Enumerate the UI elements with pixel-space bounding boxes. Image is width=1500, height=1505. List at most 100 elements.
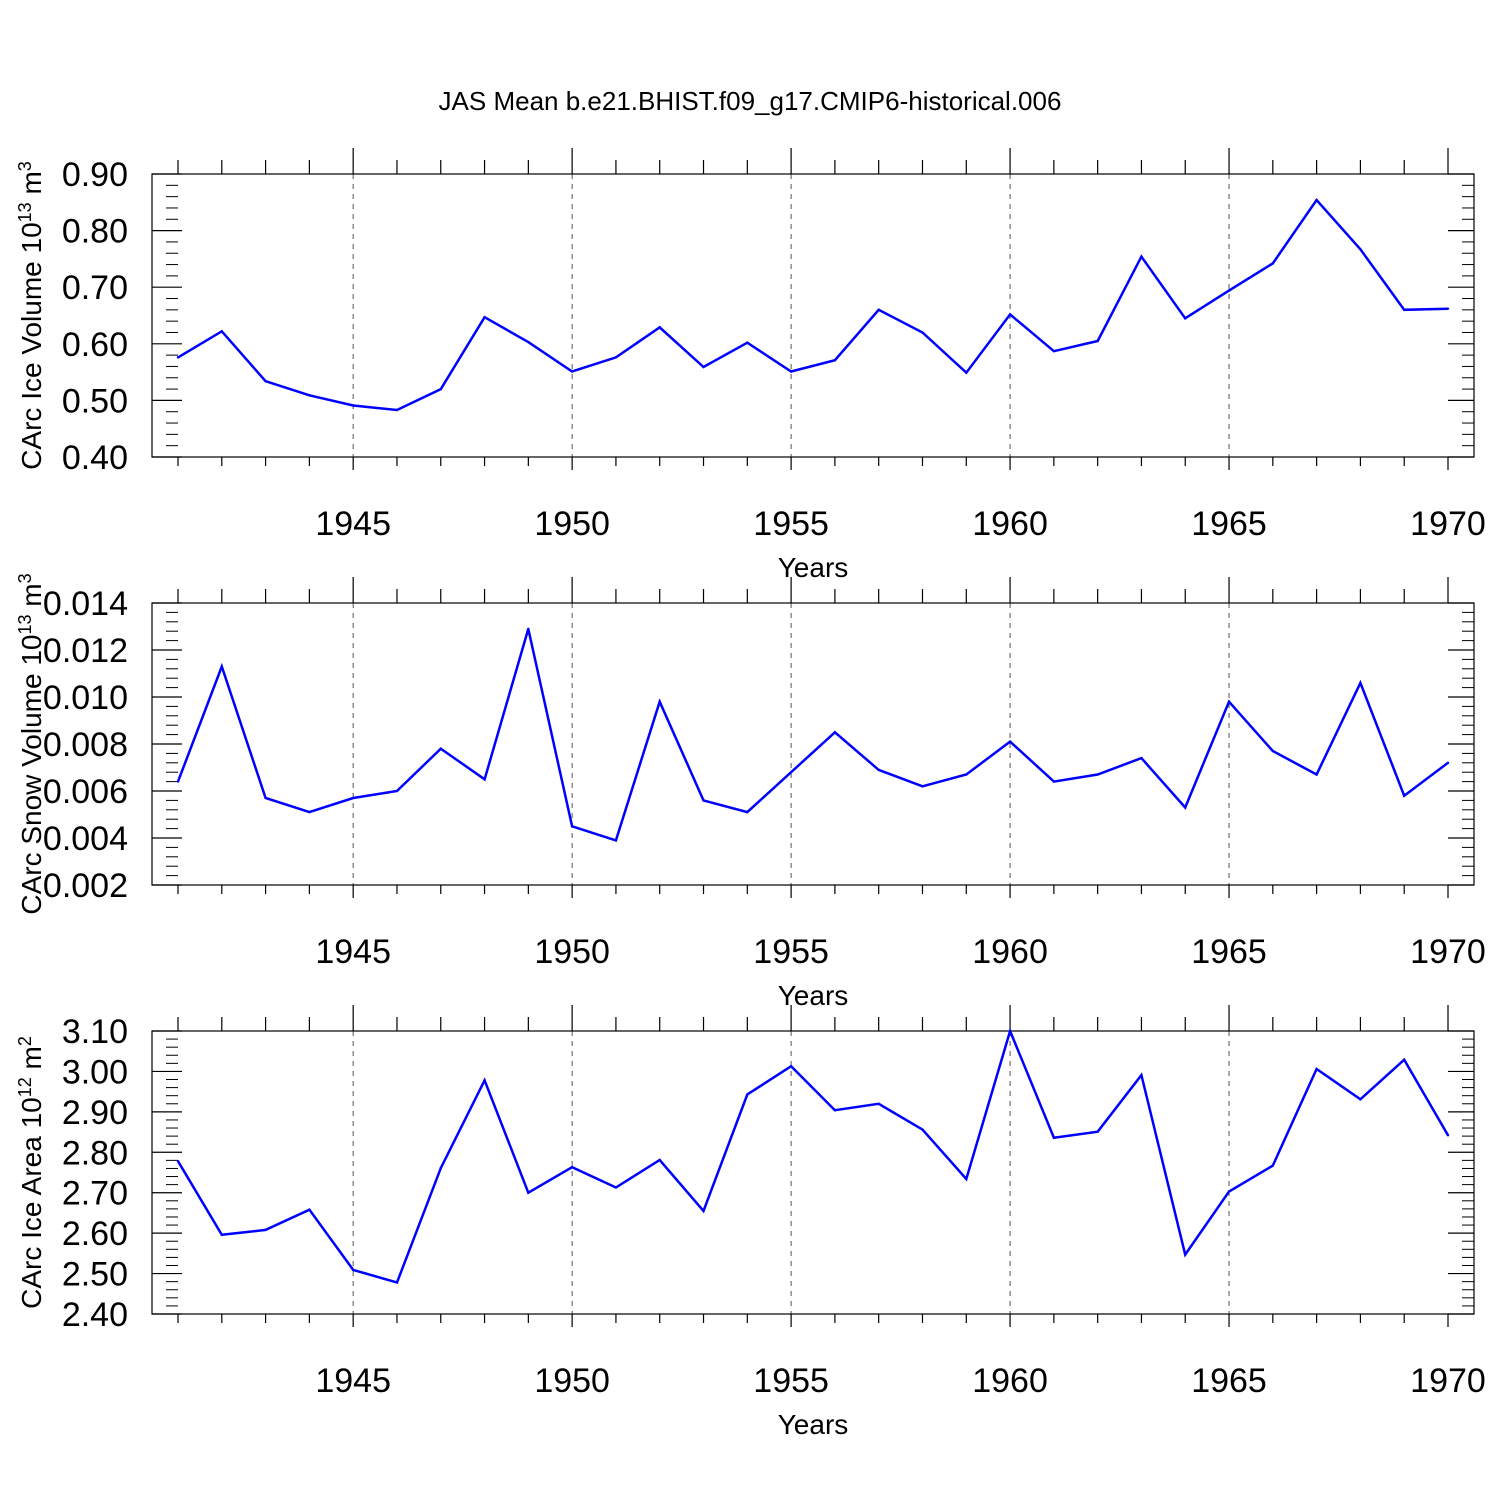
data-point	[746, 810, 749, 814]
y-tick-label: 0.50	[62, 382, 128, 420]
panel-3: 2.402.502.602.702.802.903.003.10 1945 1950…	[15, 1005, 1486, 1440]
x-tick-label: 1945	[315, 1362, 391, 1400]
data-point	[1140, 756, 1143, 760]
data-point	[877, 308, 880, 312]
data-point	[264, 379, 267, 383]
data-point	[308, 1208, 311, 1211]
y-tick-label: 2.80	[62, 1134, 128, 1172]
data-point	[965, 1177, 968, 1181]
data-point	[439, 1166, 442, 1170]
data-point	[351, 404, 355, 407]
y-tick-label: 0.006	[43, 773, 128, 811]
data-point	[614, 356, 618, 359]
data-point	[483, 315, 486, 319]
y-tick-label: 0.60	[62, 326, 128, 364]
data-point	[351, 1268, 355, 1272]
data-point	[1227, 1190, 1231, 1193]
data-point	[527, 1191, 530, 1194]
data-point	[1403, 308, 1406, 312]
data-point	[1359, 248, 1362, 251]
data-point	[527, 340, 530, 344]
x-tick-label: 1970	[1410, 505, 1486, 543]
series-line	[177, 197, 1449, 412]
data-point	[921, 785, 924, 788]
data-point	[1403, 1058, 1406, 1061]
x-tick-label: 1945	[315, 933, 391, 971]
y-tick-label: 0.014	[43, 585, 128, 623]
data-point	[1359, 681, 1362, 685]
y-tick-label: 0.002	[43, 867, 128, 905]
y-tick-label: 2.70	[62, 1175, 128, 1213]
data-point	[176, 780, 180, 783]
data-point	[1052, 349, 1056, 353]
data-point	[527, 627, 530, 631]
data-point	[264, 796, 267, 800]
plot-frame	[151, 1030, 1475, 1315]
data-point	[1140, 1073, 1143, 1077]
data-point	[439, 387, 442, 391]
data-point	[483, 1079, 486, 1082]
series-line	[176, 1027, 1450, 1285]
y-tick-label: 0.80	[62, 213, 128, 251]
x-tick-label: 1960	[972, 1362, 1048, 1400]
data-point	[1227, 289, 1231, 292]
chart-title: JAS Mean b.e21.BHIST.f09_g17.CMIP6-histo…	[439, 86, 1062, 116]
data-point	[570, 1166, 574, 1169]
x-tick-label: 1965	[1191, 933, 1267, 971]
data-point	[789, 1064, 793, 1068]
y-tick-label: 2.40	[62, 1296, 128, 1334]
data-point	[702, 1209, 705, 1213]
x-tick-label: 1950	[534, 505, 610, 543]
data-point	[746, 341, 749, 344]
data-point	[833, 1109, 837, 1112]
y-tick-label: 3.10	[62, 1013, 128, 1051]
data-point	[921, 331, 924, 334]
series-line	[176, 628, 1449, 842]
plot-frame	[151, 602, 1475, 886]
data-point	[1096, 1130, 1099, 1133]
data-point	[614, 839, 618, 842]
data-point	[176, 1159, 180, 1163]
x-tick-label: 1965	[1191, 1362, 1267, 1400]
data-point	[789, 771, 793, 774]
x-tick-label: 1945	[315, 505, 391, 543]
x-tick-label: 1970	[1410, 1362, 1486, 1400]
y-axis-title: CArc Ice Area 1012 m2	[15, 1036, 47, 1309]
data-point	[921, 1128, 924, 1131]
x-tick-label: 1960	[972, 933, 1048, 971]
y-tick-label: 0.90	[62, 156, 128, 194]
data-point	[439, 747, 442, 750]
data-point	[308, 394, 311, 397]
data-point	[1096, 773, 1099, 776]
data-point	[308, 810, 311, 814]
data-point	[658, 1158, 661, 1162]
data-point	[614, 1186, 618, 1189]
data-point	[220, 330, 223, 333]
panel-1: 0.40 0.50 0.60 0.70 0.80 0.90 1945 1950 1955 1960…	[15, 148, 1486, 583]
data-point	[833, 359, 837, 362]
data-point	[1271, 749, 1275, 753]
panel-2: 0.002 0.004 0.006 0.008 0.010 0.012 0.014 1945 1…	[15, 573, 1486, 1011]
data-point	[965, 773, 968, 776]
x-axis-title: Years	[778, 1409, 849, 1440]
data-point	[395, 789, 399, 793]
data-point	[1096, 339, 1099, 343]
data-point	[833, 731, 837, 734]
x-tick-label: 1955	[753, 505, 829, 543]
data-point	[877, 768, 880, 772]
data-point	[395, 408, 399, 412]
data-point	[1052, 1136, 1056, 1139]
data-point	[1184, 806, 1187, 809]
data-point	[1008, 313, 1012, 316]
y-tick-label: 2.60	[62, 1215, 128, 1253]
data-point	[1008, 1029, 1012, 1033]
x-tick-label: 1960	[972, 505, 1048, 543]
data-point	[1184, 1253, 1187, 1256]
y-tick-label: 0.40	[62, 439, 128, 477]
y-tick-label: 0.70	[62, 269, 128, 307]
x-tick-label: 1950	[534, 933, 610, 971]
data-point	[1315, 1067, 1318, 1071]
data-point	[658, 700, 661, 703]
